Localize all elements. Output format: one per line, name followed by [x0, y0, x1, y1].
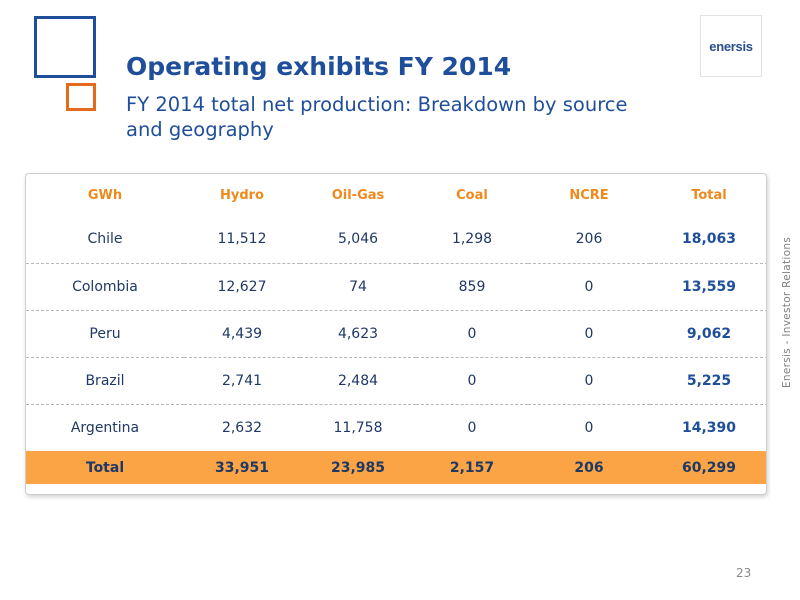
table-row: Argentina 2,632 11,758 0 0 14,390	[26, 404, 766, 451]
cell-total: 13,559	[650, 263, 766, 311]
enersis-logo: enersis	[700, 15, 762, 77]
total-coal: 2,157	[416, 451, 528, 484]
cell-total: 14,390	[681, 419, 737, 436]
table-row: Colombia 12,627 74 859 0 13,559	[26, 263, 766, 311]
page-subtitle: FY 2014 total net production: Breakdown …	[126, 93, 628, 141]
cell-total: 5,225	[650, 357, 766, 405]
cell-hydro: 2,741	[184, 357, 300, 405]
decorative-orange-square	[66, 83, 96, 111]
cell-oil-gas: 74	[300, 263, 416, 311]
cell-hydro: 2,632	[221, 419, 263, 436]
cell-hydro: 4,439	[184, 310, 300, 358]
table-header-row: GWh Hydro Oil-Gas Coal NCRE Total	[26, 174, 766, 216]
production-table: GWh Hydro Oil-Gas Coal NCRE Total Chile …	[26, 174, 766, 484]
cell-total: 18,063	[650, 216, 766, 264]
cell-oil-gas: 5,046	[300, 216, 416, 264]
page-title: Operating exhibits FY 2014	[126, 52, 512, 81]
row-country: Colombia	[26, 263, 184, 311]
cell-ncre: 0	[528, 263, 650, 311]
table-row: Chile 11,512 5,046 1,298 206 18,063	[26, 216, 766, 264]
decorative-blue-square	[34, 16, 96, 78]
cell-coal: 859	[416, 263, 528, 311]
cell-ncre: 0	[584, 419, 594, 436]
total-oil-gas: 23,985	[300, 451, 416, 484]
header-unit: GWh	[87, 187, 123, 203]
header-hydro: Hydro	[219, 187, 264, 203]
cell-ncre: 206	[528, 216, 650, 264]
row-country: Chile	[26, 216, 184, 264]
row-country: Peru	[26, 310, 184, 358]
cell-oil-gas: 4,623	[300, 310, 416, 358]
cell-hydro: 11,512	[184, 216, 300, 264]
cell-coal: 1,298	[416, 216, 528, 264]
logo-text: enersis	[709, 38, 753, 54]
row-country: Brazil	[26, 357, 184, 405]
side-caption: Enersis - Investor Relations	[781, 236, 793, 388]
cell-coal: 0	[416, 310, 528, 358]
cell-total: 9,062	[650, 310, 766, 358]
cell-ncre: 0	[528, 310, 650, 358]
cell-oil-gas: 2,484	[300, 357, 416, 405]
header-coal: Coal	[456, 187, 488, 203]
header-ncre: NCRE	[569, 187, 609, 203]
table-total-row: Total 33,951 23,985 2,157 206 60,299	[26, 451, 766, 484]
cell-coal: 0	[416, 357, 528, 405]
production-table-container: GWh Hydro Oil-Gas Coal NCRE Total Chile …	[25, 173, 767, 495]
total-label: Total	[26, 451, 184, 484]
cell-hydro: 12,627	[184, 263, 300, 311]
total-ncre: 206	[528, 451, 650, 484]
cell-ncre: 0	[528, 357, 650, 405]
page-number: 23	[736, 566, 752, 580]
total-hydro: 33,951	[184, 451, 300, 484]
header-oil-gas: Oil-Gas	[331, 187, 385, 203]
row-country: Argentina	[70, 419, 140, 436]
total-total: 60,299	[650, 451, 766, 484]
cell-coal: 0	[467, 419, 477, 436]
table-row: Brazil 2,741 2,484 0 0 5,225	[26, 357, 766, 405]
cell-oil-gas: 11,758	[333, 419, 383, 436]
table-row: Peru 4,439 4,623 0 0 9,062	[26, 310, 766, 358]
header-total: Total	[691, 187, 727, 203]
